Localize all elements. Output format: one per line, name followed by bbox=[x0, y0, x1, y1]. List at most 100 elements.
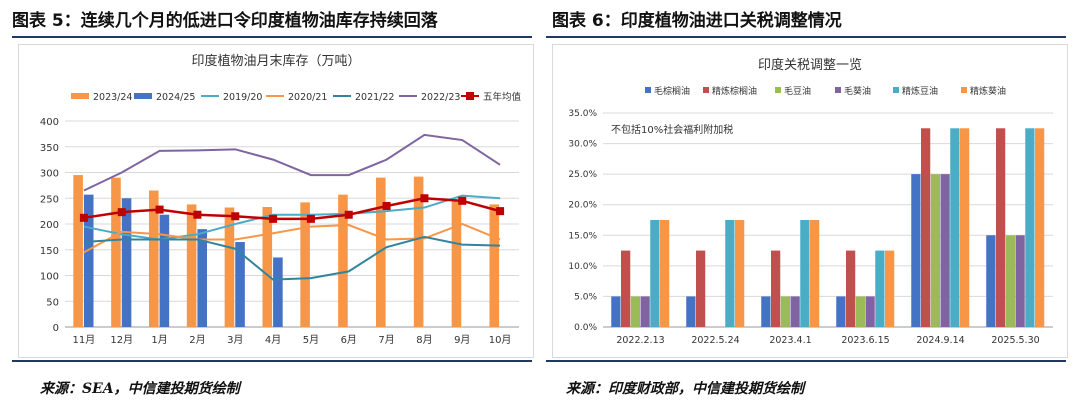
x-tick-label: 2022.2.13 bbox=[616, 335, 664, 346]
y-tick-label: 10.0% bbox=[568, 262, 597, 272]
line-2020/21 bbox=[83, 222, 501, 254]
marker-五年均值 bbox=[344, 210, 353, 219]
legend-label: 精炼棕榈油 bbox=[712, 85, 757, 97]
line-2021/22 bbox=[83, 235, 501, 281]
bar-精炼棕榈油 bbox=[846, 250, 856, 327]
bar-2023/24 bbox=[451, 199, 462, 327]
stock-chart-frame: 印度植物油月末库存（万吨） 0 50 100 150 200 250 300 350 400 11月… bbox=[18, 44, 534, 358]
line-2022/23 bbox=[83, 133, 501, 192]
bar-毛棕榈油 bbox=[911, 174, 921, 327]
marker-五年均值 bbox=[420, 194, 429, 203]
x-tick-label: 5月 bbox=[303, 334, 319, 346]
x-tick-label: 2024.9.14 bbox=[916, 335, 964, 346]
x-tick-label: 2025.5.30 bbox=[991, 335, 1039, 346]
line-五年均值 bbox=[83, 196, 501, 221]
bar-2023/24 bbox=[224, 207, 235, 327]
y-tick-label: 350 bbox=[40, 143, 59, 154]
tariff-chart-frame: 印度关税调整一览 毛棕榈油 精炼棕榈油 毛豆油 毛葵油 精炼豆油 精炼葵油 0.0% 5.0% 1… bbox=[552, 44, 1068, 358]
bar-毛豆油 bbox=[930, 174, 940, 327]
x-tick-label: 2月 bbox=[189, 334, 205, 346]
left-source: 来源：SEA，中信建投期货绘制 bbox=[40, 381, 240, 397]
marker-五年均值 bbox=[269, 214, 278, 223]
x-tick-label: 1月 bbox=[151, 334, 167, 346]
y-tick-label: 150 bbox=[40, 246, 59, 257]
chart-title: 印度关税调整一览 bbox=[758, 57, 862, 73]
bar-2023/24 bbox=[73, 175, 83, 327]
stock-chart: 印度植物油月末库存（万吨） 0 50 100 150 200 250 300 350 400 11月… bbox=[40, 53, 522, 346]
bar-精炼棕榈油 bbox=[921, 128, 931, 327]
bar-精炼豆油 bbox=[800, 220, 810, 327]
bar-精炼葵油 bbox=[960, 128, 970, 327]
bar-2024/25 bbox=[83, 194, 94, 327]
left-heading-rule bbox=[12, 36, 532, 38]
bar-毛葵油 bbox=[1015, 235, 1025, 327]
legend-swatch bbox=[893, 87, 899, 93]
y-tick-label: 200 bbox=[40, 220, 59, 231]
legend-swatch bbox=[775, 87, 781, 93]
bar-毛棕榈油 bbox=[836, 296, 846, 327]
y-tick-label: 0.0% bbox=[574, 323, 597, 333]
x-tick-label: 8月 bbox=[416, 334, 432, 346]
marker-五年均值 bbox=[496, 207, 505, 216]
bar-精炼棕榈油 bbox=[696, 250, 706, 327]
right-footer-rule bbox=[546, 360, 1066, 362]
x-tick-label: 3月 bbox=[227, 334, 243, 346]
x-tick-label: 2022.5.24 bbox=[691, 335, 739, 346]
bar-精炼豆油 bbox=[650, 220, 660, 327]
legend-label: 精炼葵油 bbox=[970, 85, 1006, 97]
bar-2023/24 bbox=[111, 177, 121, 327]
legend-label: 五年均值 bbox=[483, 91, 522, 103]
legend-swatch bbox=[71, 93, 89, 99]
x-tick-label: 4月 bbox=[265, 334, 281, 346]
legend-swatch bbox=[961, 87, 967, 93]
legend-marker bbox=[466, 92, 474, 100]
bar-毛豆油 bbox=[630, 296, 640, 327]
bar-精炼葵油 bbox=[1035, 128, 1045, 327]
bar-2024/25 bbox=[121, 198, 132, 327]
bar-毛豆油 bbox=[855, 296, 865, 327]
bar-精炼豆油 bbox=[725, 220, 735, 327]
bar-精炼棕榈油 bbox=[771, 250, 781, 327]
chart-annotation: 不包括10%社会福利附加税 bbox=[611, 123, 733, 136]
legend-label: 2022/23 bbox=[421, 92, 460, 103]
x-tick-label: 6月 bbox=[341, 334, 357, 346]
bar-2024/25 bbox=[159, 214, 170, 327]
chart-title: 印度植物油月末库存（万吨） bbox=[191, 53, 360, 69]
marker-五年均值 bbox=[458, 196, 467, 205]
legend-label: 2020/21 bbox=[288, 92, 327, 103]
bar-精炼豆油 bbox=[875, 250, 885, 327]
legend-label: 毛棕榈油 bbox=[654, 85, 690, 97]
right-source: 来源：印度财政部，中信建投期货绘制 bbox=[566, 381, 804, 397]
bar-精炼葵油 bbox=[735, 220, 745, 327]
bar-2023/24 bbox=[413, 176, 424, 327]
marker-五年均值 bbox=[306, 214, 315, 223]
bar-2023/24 bbox=[375, 177, 386, 327]
bar-精炼豆油 bbox=[950, 128, 960, 327]
y-tick-label: 0 bbox=[53, 323, 59, 334]
y-tick-label: 35.0% bbox=[568, 109, 597, 119]
legend-label: 毛葵油 bbox=[844, 85, 871, 97]
marker-五年均值 bbox=[382, 201, 391, 210]
legend-swatch bbox=[645, 87, 651, 93]
y-tick-label: 50 bbox=[46, 297, 59, 308]
bar-精炼葵油 bbox=[660, 220, 670, 327]
bar-毛棕榈油 bbox=[611, 296, 621, 327]
right-heading: 图表 6：印度植物油进口关税调整情况 bbox=[552, 11, 842, 31]
y-tick-label: 20.0% bbox=[568, 201, 597, 211]
x-tick-label: 2023.6.15 bbox=[841, 335, 889, 346]
bar-毛豆油 bbox=[1005, 235, 1015, 327]
bar-精炼棕榈油 bbox=[621, 250, 631, 327]
x-tick-label: 2023.4.1 bbox=[769, 335, 811, 346]
legend-swatch bbox=[703, 87, 709, 93]
bar-毛豆油 bbox=[780, 296, 790, 327]
y-tick-label: 300 bbox=[40, 169, 59, 180]
bar-2023/24 bbox=[148, 190, 159, 327]
legend-label: 2023/24 bbox=[93, 92, 132, 103]
marker-五年均值 bbox=[155, 205, 164, 214]
y-tick-label: 100 bbox=[40, 272, 59, 283]
legend-label: 2021/22 bbox=[355, 92, 394, 103]
y-tick-label: 25.0% bbox=[568, 170, 597, 180]
bar-精炼豆油 bbox=[1025, 128, 1035, 327]
y-tick-label: 250 bbox=[40, 194, 59, 205]
